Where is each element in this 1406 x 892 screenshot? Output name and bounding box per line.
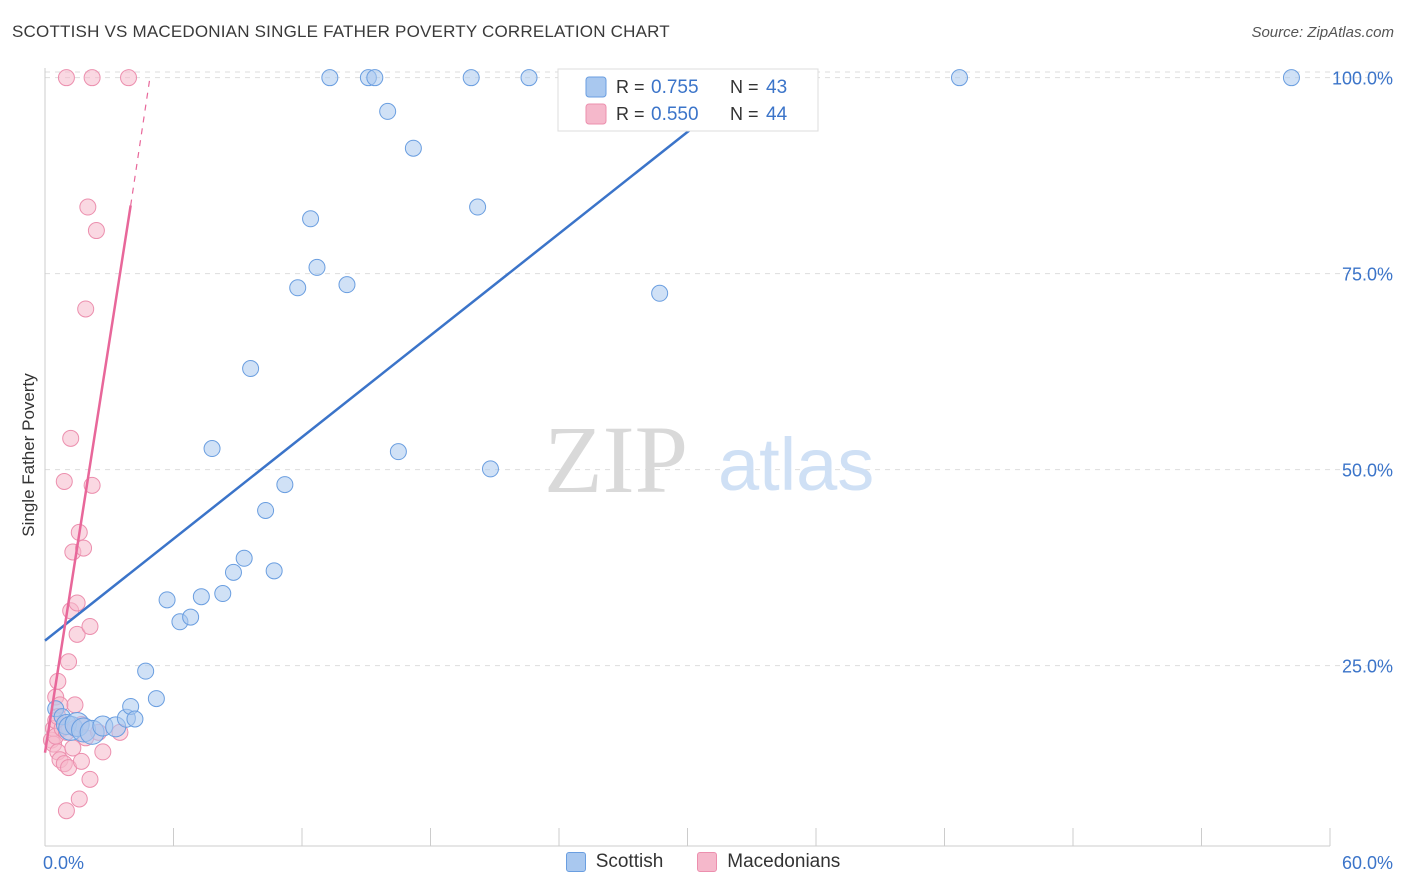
macedonians-swatch (697, 852, 718, 872)
macedonian-point (70, 790, 88, 808)
scottish-point (379, 102, 397, 120)
tick-labels: 25.0% 50.0% 75.0% 100.0% 0.0% 60.0% (43, 69, 1393, 873)
scottish-point (520, 69, 538, 87)
macedonian-point (81, 617, 99, 635)
series-legend-macedonians[interactable]: Macedonians (697, 851, 840, 873)
legend-r-label-scottish: R = (616, 77, 645, 97)
macedonian-trend-extension (130, 77, 151, 206)
legend-swatch-macedonians (585, 103, 607, 125)
macedonian-point (79, 198, 97, 216)
legend: R = 0.755 N = 43 R = 0.550 N = 44 (557, 68, 819, 132)
macedonian-point (62, 429, 80, 447)
scottish-swatch (565, 852, 586, 872)
legend-r-label-macedonians: R = (616, 104, 645, 124)
macedonian-point (57, 802, 75, 820)
y-tick-label: 25.0% (1342, 657, 1393, 677)
scottish-point (321, 69, 339, 87)
macedonians-label: Macedonians (727, 851, 841, 872)
x-tick-label-max: 60.0% (1342, 853, 1393, 873)
series-legend: Scottish Macedonians (0, 851, 1406, 873)
scottish-point (366, 69, 384, 87)
scottish-point (224, 563, 242, 581)
macedonian-point (66, 696, 84, 714)
scottish-point (462, 69, 480, 87)
macedonian-point (55, 472, 73, 490)
chart-title: SCOTTISH VS MACEDONIAN SINGLE FATHER POV… (12, 22, 670, 41)
macedonian-point (68, 594, 86, 612)
scottish-point (192, 588, 210, 606)
legend-swatch-scottish (585, 76, 607, 98)
legend-r-value-scottish: 0.755 (651, 77, 699, 98)
series-legend-scottish[interactable]: Scottish (565, 851, 664, 873)
scottish-point (308, 258, 326, 276)
macedonian-point (77, 300, 95, 318)
scottish-point (265, 562, 283, 580)
scottish-point (338, 276, 356, 294)
y-tick-label: 100.0% (1332, 69, 1393, 89)
scottish-point (469, 198, 487, 216)
scottish-point (257, 501, 275, 519)
watermark-zip: ZIP (544, 406, 688, 513)
y-tick-label: 50.0% (1342, 461, 1393, 481)
scottish-point (158, 591, 176, 609)
scottish-label: Scottish (595, 851, 664, 872)
scottish-point (651, 284, 669, 302)
trend-lines (43, 76, 757, 753)
scottish-points (47, 69, 1300, 745)
legend-n-value-scottish: 43 (766, 77, 787, 98)
macedonian-point (57, 69, 75, 87)
macedonian-point (81, 770, 99, 788)
source-credit: Source: ZipAtlas.com (1251, 24, 1394, 41)
watermark-atlas: atlas (718, 423, 874, 506)
legend-n-label-scottish: N = (730, 77, 759, 97)
axes (44, 68, 1331, 847)
macedonian-point (87, 222, 105, 240)
scottish-point (1282, 69, 1300, 87)
scottish-point (950, 69, 968, 87)
watermark: ZIP atlas (544, 406, 874, 513)
scottish-point (214, 585, 232, 603)
y-axis-label: Single Father Poverty (19, 373, 38, 537)
scottish-point (404, 139, 422, 157)
macedonian-point (60, 653, 78, 671)
legend-n-value-macedonians: 44 (766, 104, 788, 125)
legend-r-value-macedonians: 0.550 (651, 104, 699, 125)
macedonian-point (94, 743, 112, 761)
macedonian-point (83, 69, 101, 87)
scottish-point (242, 360, 260, 378)
x-tick-label-min: 0.0% (43, 853, 84, 873)
scottish-point (276, 476, 294, 494)
macedonian-trend-line (43, 205, 132, 753)
scottish-point (182, 608, 200, 626)
scottish-point (235, 549, 253, 567)
scottish-trend-line (44, 76, 757, 642)
y-tick-label: 75.0% (1342, 265, 1393, 285)
legend-n-label-macedonians: N = (730, 104, 759, 124)
macedonian-point (68, 625, 86, 643)
scottish-point (137, 662, 155, 680)
macedonian-point (120, 69, 138, 87)
macedonian-point (72, 752, 90, 770)
scottish-point (289, 279, 307, 297)
scottish-point (302, 210, 320, 228)
scottish-point (203, 440, 221, 458)
scottish-point (389, 443, 407, 461)
macedonian-point (75, 539, 93, 557)
scottish-point (147, 690, 165, 708)
scottish-point (126, 710, 144, 728)
scottish-point (481, 460, 499, 478)
